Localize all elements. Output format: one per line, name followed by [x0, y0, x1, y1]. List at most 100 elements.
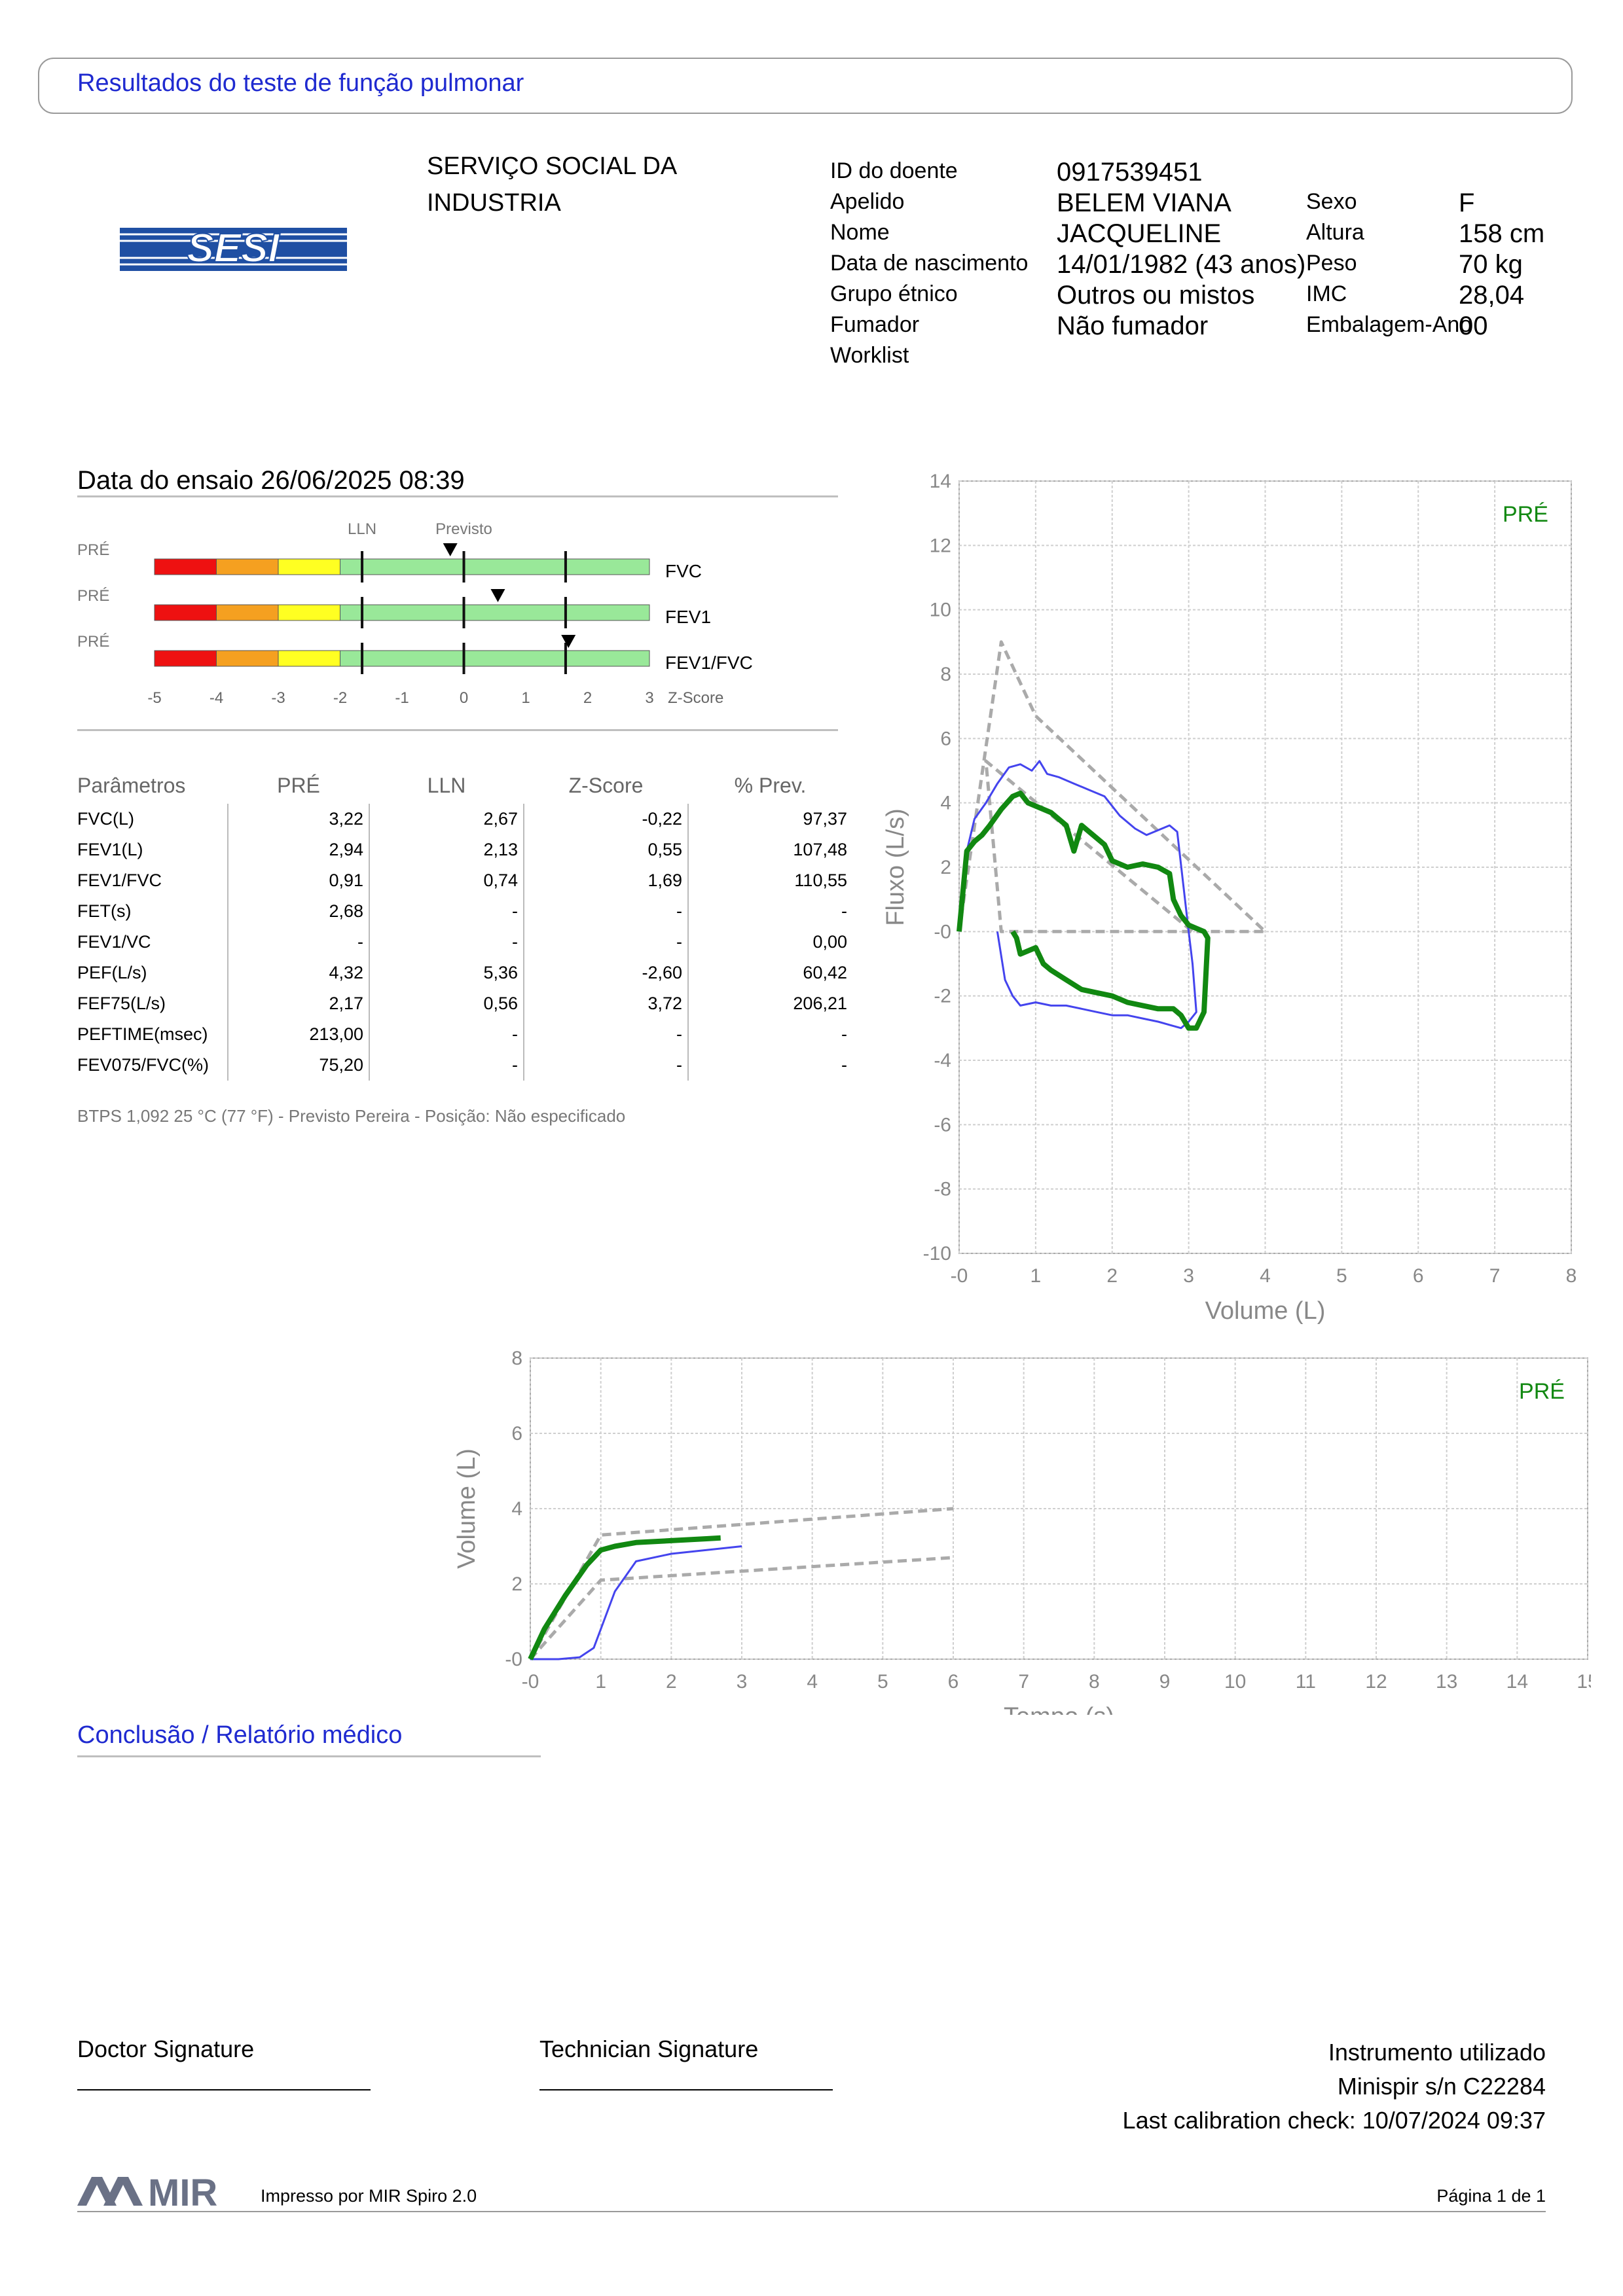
value-sex: F — [1459, 188, 1475, 217]
param-name-cell: FET(s) — [72, 896, 228, 927]
x-tick-label: 14 — [1506, 1671, 1528, 1693]
lln-marker-label: LLN — [348, 520, 376, 538]
x-tick-label: 1 — [595, 1671, 606, 1693]
label-surname: Apelido — [830, 189, 905, 214]
zscore-panel: LLN Previsto PRÉ FVC PRÉ FEV1 PRÉ FEV1/FVC -5 -4 -… — [77, 512, 838, 715]
value-patient-id: 0917539451 — [1057, 158, 1203, 187]
table-row: FEV1/VC - - -0,00 — [72, 927, 852, 958]
param-value-cell: 1,69 — [524, 865, 689, 896]
zscore-tick-label: 3 — [645, 689, 653, 707]
param-value-cell: - — [369, 896, 524, 927]
flow-volume-chart: -0 1 2 3 4 5 6 7 8 -10 -8 -6 -4 -2 -0 2 4 6 8 10 12 14 PRÉ Volu… — [858, 461, 1584, 1332]
zscore-tick-label: 0 — [460, 689, 468, 707]
zscore-marker — [443, 543, 458, 556]
predicted-curve — [957, 640, 1267, 933]
table-row: FVC(L) 3,22 2,67 -0,22 97,37 — [72, 804, 852, 834]
report-header-frame — [38, 58, 1573, 114]
zscore-marker — [490, 589, 505, 602]
zscore-panel-underline — [77, 729, 838, 731]
mir-logo-graphic: MIR — [77, 2172, 217, 2214]
x-tick-label: 1 — [1030, 1265, 1042, 1287]
institution-line-1: SERVIÇO SOCIAL DA — [427, 152, 678, 180]
patient-extra-values: F 158 cm 70 kg 28,04 00 — [1459, 188, 1544, 342]
zscore-band — [216, 650, 279, 667]
zscore-row-tag: PRÉ — [77, 541, 109, 559]
col-header-lln: LLN — [427, 773, 466, 797]
param-name-cell: PEF(L/s) — [72, 958, 228, 988]
sesi-logo: SESI — [120, 225, 347, 272]
calibration-check: Last calibration check: 10/07/2024 09:37 — [1122, 2107, 1546, 2134]
mir-logo: MIR — [77, 2172, 254, 2214]
y-tick-label: 8 — [511, 1348, 522, 1369]
zscore-band — [154, 558, 217, 575]
params-table-body: FVC(L) 3,22 2,67 -0,22 97,37 FEV1(L) 2,94 2,13 0… — [72, 804, 852, 1081]
zscore-row-tag: PRÉ — [77, 587, 109, 605]
doctor-signature-label: Doctor Signature — [77, 2036, 255, 2062]
value-pack-years: 00 — [1459, 312, 1488, 340]
param-value-cell: 0,74 — [369, 865, 524, 896]
page-number: Página 1 de 1 — [1436, 2186, 1546, 2206]
param-value-cell: 2,17 — [228, 988, 370, 1019]
param-value-cell: 213,00 — [228, 1019, 370, 1050]
label-name: Nome — [830, 220, 890, 245]
zscore-tick-label: -2 — [333, 689, 347, 707]
param-value-cell: - — [524, 1050, 689, 1081]
conclusion-title: Conclusão / Relatório médico — [77, 1721, 403, 1749]
best-curve — [957, 790, 1211, 1031]
x-tick-label: 13 — [1436, 1671, 1457, 1693]
param-value-cell: 3,72 — [524, 988, 689, 1019]
value-name: JACQUELINE — [1057, 219, 1222, 248]
x-tick-label: 2 — [666, 1671, 677, 1693]
param-value-cell: 2,68 — [228, 896, 370, 927]
param-value-cell: - — [524, 896, 689, 927]
param-name-cell: PEFTIME(msec) — [72, 1019, 228, 1050]
zscore-row-label: FVC — [665, 561, 702, 581]
y-tick-label: -6 — [934, 1114, 951, 1136]
label-worklist: Worklist — [830, 343, 909, 368]
param-value-cell: - — [369, 927, 524, 958]
instrument-title: Instrumento utilizado — [1328, 2039, 1546, 2066]
param-value-cell: 0,56 — [369, 988, 524, 1019]
x-tick-label: 3 — [1183, 1265, 1194, 1287]
conclusion-underline — [77, 1755, 541, 1757]
param-value-cell: 0,91 — [228, 865, 370, 896]
test-date-underline — [77, 495, 838, 497]
label-weight: Peso — [1306, 251, 1357, 276]
btps-note: BTPS 1,092 25 °C (77 °F) - Previsto Pere… — [77, 1106, 626, 1126]
zscore-band — [340, 650, 650, 667]
x-tick-label: 10 — [1224, 1671, 1246, 1693]
col-header-pre: PRÉ — [277, 773, 320, 797]
x-tick-label: 6 — [948, 1671, 959, 1693]
label-sex: Sexo — [1306, 189, 1357, 214]
zscore-band — [278, 650, 340, 667]
param-value-cell: 5,36 — [369, 958, 524, 988]
y-tick-label: 14 — [930, 471, 951, 492]
table-row: FEV1/FVC 0,91 0,74 1,69 110,55 — [72, 865, 852, 896]
param-value-cell: 97,37 — [803, 809, 847, 829]
zscore-band — [340, 604, 650, 621]
param-name-cell: FEV075/FVC(%) — [72, 1050, 228, 1081]
table-row: FEF75(L/s) 2,17 0,56 3,72 206,21 — [72, 988, 852, 1019]
chart-legend: PRÉ — [1519, 1379, 1565, 1404]
label-bmi: IMC — [1306, 281, 1347, 306]
y-tick-label: -4 — [934, 1050, 951, 1071]
test-date: Data do ensaio 26/06/2025 08:39 — [77, 466, 465, 495]
predicted-marker-label: Previsto — [435, 520, 492, 538]
y-tick-label: 8 — [940, 664, 951, 685]
flow-volume-svg: -0 1 2 3 4 5 6 7 8-10-8-6-4-2-02468101214PRÉVolu… — [882, 471, 1577, 1325]
chart-legend: PRÉ — [1503, 502, 1548, 527]
patient-labels: ID do doente Apelido Nome Data de nascim… — [830, 156, 1028, 371]
x-tick-label: 8 — [1089, 1671, 1100, 1693]
label-patient-id: ID do doente — [830, 158, 958, 183]
param-value-cell: 2,94 — [228, 834, 370, 865]
table-row: FEV075/FVC(%) 75,20- - - — [72, 1050, 852, 1081]
institution-line-2: INDUSTRIA — [427, 189, 561, 217]
x-tick-label: 4 — [1260, 1265, 1271, 1287]
param-value-cell: 107,48 — [793, 840, 847, 859]
x-tick-label: 6 — [1413, 1265, 1424, 1287]
x-tick-label: 15 — [1577, 1671, 1591, 1693]
value-smoker: Não fumador — [1057, 312, 1209, 340]
value-weight: 70 kg — [1459, 250, 1523, 279]
param-value-cell: - — [524, 927, 689, 958]
label-smoker: Fumador — [830, 312, 920, 337]
